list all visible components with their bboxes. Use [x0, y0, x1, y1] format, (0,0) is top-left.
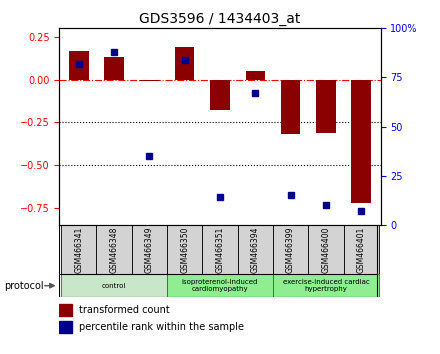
Bar — [104, 57, 124, 80]
Bar — [167, 225, 202, 274]
Bar — [210, 80, 230, 110]
Text: transformed count: transformed count — [79, 305, 169, 315]
Bar — [344, 225, 379, 274]
Text: GSM466351: GSM466351 — [216, 226, 224, 273]
Text: percentile rank within the sample: percentile rank within the sample — [79, 322, 244, 332]
Text: GSM466349: GSM466349 — [145, 226, 154, 273]
Text: GSM466399: GSM466399 — [286, 226, 295, 273]
Bar — [132, 225, 167, 274]
Bar — [59, 321, 72, 333]
Bar — [167, 274, 273, 297]
Text: exercise-induced cardiac
hypertrophy: exercise-induced cardiac hypertrophy — [282, 279, 369, 292]
Bar — [175, 47, 194, 80]
Bar — [69, 51, 88, 80]
Bar — [246, 71, 265, 80]
Text: GSM466400: GSM466400 — [321, 226, 330, 273]
Text: GSM466394: GSM466394 — [251, 226, 260, 273]
Title: GDS3596 / 1434403_at: GDS3596 / 1434403_at — [139, 12, 301, 26]
Bar — [59, 304, 72, 316]
Text: GSM466348: GSM466348 — [110, 226, 119, 273]
Bar — [202, 225, 238, 274]
Text: GSM466401: GSM466401 — [357, 226, 366, 273]
Bar — [238, 225, 273, 274]
Bar — [96, 225, 132, 274]
Bar — [352, 80, 371, 202]
Text: GSM466341: GSM466341 — [74, 226, 83, 273]
Text: isoproterenol-induced
cardiomyopathy: isoproterenol-induced cardiomyopathy — [182, 279, 258, 292]
Bar — [273, 274, 379, 297]
Bar — [281, 80, 300, 134]
Bar — [308, 225, 344, 274]
Bar — [316, 80, 336, 132]
Bar — [61, 225, 96, 274]
Bar — [140, 80, 159, 81]
Text: control: control — [102, 283, 126, 289]
Text: protocol: protocol — [4, 281, 44, 291]
Text: GSM466350: GSM466350 — [180, 226, 189, 273]
Bar — [273, 225, 308, 274]
Bar — [61, 274, 167, 297]
